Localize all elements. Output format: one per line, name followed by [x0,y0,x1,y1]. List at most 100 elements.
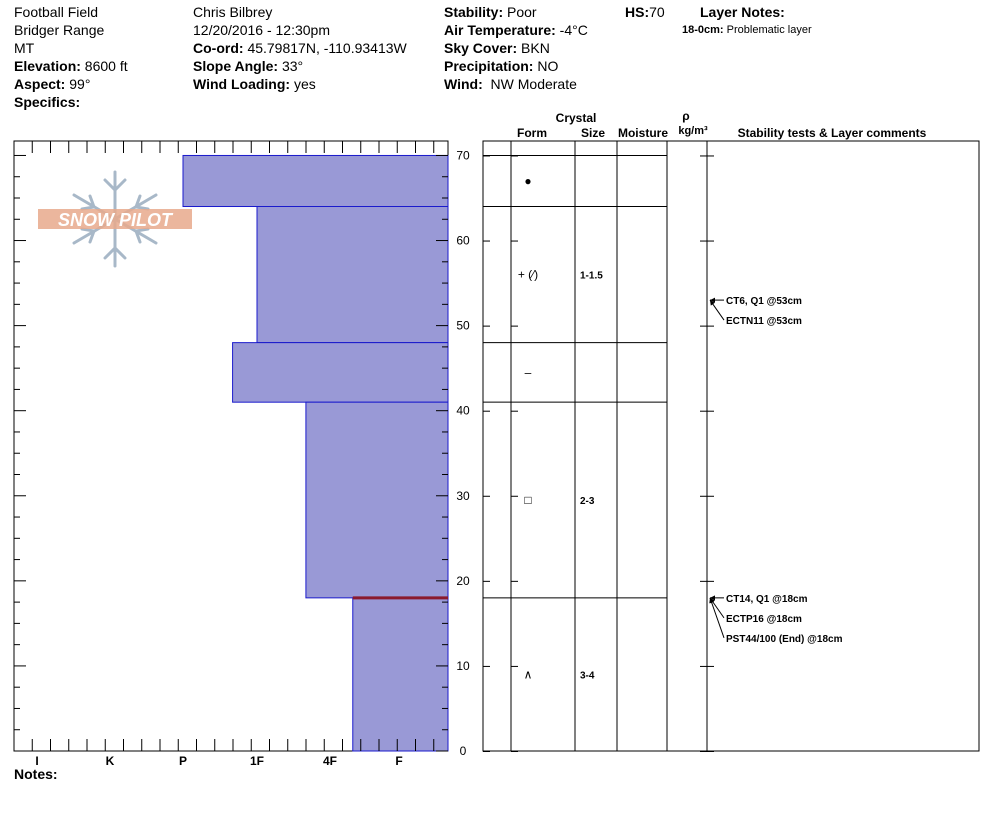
test-arrow-icon [710,300,715,306]
state-name: MT [14,40,35,56]
layer-notes-label: Layer Notes: [700,4,785,20]
height-tick-label: 0 [460,744,467,758]
precip-label: Precipitation: [444,58,534,74]
wind-value: NW Moderate [490,76,577,92]
height-axis: 0 10 20 30 40 50 60 70 [14,148,470,758]
air-temp-label: Air Temperature: [444,22,556,38]
test-arrow-icon [710,297,715,303]
grain-form-symbol: □ [524,493,531,507]
layer-bar [232,342,449,403]
stability-test-label: PST44/100 (End) @18cm [726,634,843,645]
notes-label: Notes: [14,766,58,782]
stability-test-label: ECTN11 @53cm [726,316,802,327]
grain-form-symbol: – [525,365,532,379]
layer-note-text: Problematic layer [726,24,812,36]
grain-size: 2-3 [580,496,595,507]
observer-info: Chris Bilbrey 12/20/2016 - 12:30pm Co-or… [193,3,407,93]
hardness-tick-label: K [106,754,115,768]
grain-size: 3-4 [580,670,595,681]
conditions-info: Stability: Poor Air Temperature: -4°C Sk… [444,3,588,93]
layer-bars [182,154,449,752]
header-comments: Stability tests & Layer comments [738,126,927,140]
layer-note: 18-0cm: Problematic layer [682,24,812,36]
layer-bar [305,401,449,599]
hardness-tick-label: 4F [323,754,337,768]
elevation-row: Elevation: 8600 ft [14,57,128,75]
precip-value: NO [537,58,559,74]
grain-form-symbol: + (⁄) [518,268,538,282]
layer-bar [256,206,449,344]
site-info: Football Field Bridger Range MT Elevatio… [14,3,128,111]
coord-value: 45.79817N, -110.93413W [247,40,407,56]
header-form: Form [517,126,547,140]
stability-tests: CT14, Q1 @18cm ECTP16 @18cm PST44/100 (End… [709,296,843,645]
header-density-symbol: ρ [682,109,689,123]
header-moisture: Moisture [618,126,668,140]
specifics-row: Specifics: [14,93,128,111]
grain-size: 1-1.5 [580,271,603,282]
layer-note-depth: 18-0cm: [682,24,724,36]
table-ticks [483,155,714,752]
height-tick-label: 40 [456,404,470,418]
elevation-label: Elevation: [14,58,81,74]
stability-test-label: CT6, Q1 @53cm [726,296,802,307]
stability-value: Poor [507,4,537,20]
notes-row: Notes: [14,765,58,783]
aspect-label: Aspect: [14,76,66,92]
wind-label: Wind: [444,76,483,92]
wind-loading-label: Wind Loading: [193,76,291,92]
specifics-label: Specifics: [14,94,81,110]
range-name: Bridger Range [14,22,105,38]
test-arrow-icon [710,595,715,601]
aspect-row: Aspect: 99° [14,75,128,93]
sky-label: Sky Cover: [444,40,518,56]
hardness-tick-label: I [35,754,38,768]
precip-row: Precipitation: NO [444,57,588,75]
slope-row: Slope Angle: 33° [193,57,407,75]
test-leader-line [709,597,725,639]
snowpilot-logo: SNOW PILOT [38,170,192,268]
stability-test-label: ECTP16 @18cm [726,614,802,625]
height-tick-label: 30 [456,489,470,503]
hs-row: HS:70 [625,3,665,21]
grain-form-symbol: ● [524,174,531,188]
height-tick-label: 20 [456,574,470,588]
height-tick-label: 70 [456,148,470,162]
height-tick-label: 50 [456,319,470,333]
table-frame [482,140,980,752]
coord-label: Co-ord: [193,40,244,56]
stability-test-label: CT14, Q1 @18cm [726,594,808,605]
observer-name: Chris Bilbrey [193,4,273,20]
height-tick-label: 60 [456,234,470,248]
header-crystal: Crystal [556,111,597,125]
test-arrow-icon [709,597,715,604]
slope-value: 33° [281,58,304,74]
hardness-tick-label: F [395,754,402,768]
layer-bar [182,154,449,208]
header-size: Size [581,126,605,140]
hs-label: HS: [625,4,650,20]
elevation-value: 8600 ft [84,58,128,74]
hardness-axis: I K P 1F 4F F [31,141,435,768]
air-temp-value: -4°C [559,22,588,38]
height-tick-label: 10 [456,659,470,673]
aspect-value: 99° [69,76,91,92]
logo-text: SNOW PILOT [58,210,174,230]
logo-banner [38,209,192,229]
sky-row: Sky Cover: BKN [444,39,588,57]
air-temp-row: Air Temperature: -4°C [444,21,588,39]
hardness-tick-label: P [179,754,187,768]
observation-datetime: 12/20/2016 - 12:30pm [193,22,330,38]
slope-label: Slope Angle: [193,58,279,74]
layer-notes-title: Layer Notes: [700,3,785,21]
layer-bar [352,597,449,752]
layer-table: Crystal Form Size Moisture ρ kg/m³ Stabi… [482,109,980,752]
wind-loading-value: yes [293,76,316,92]
wind-row: Wind: NW Moderate [444,75,588,93]
grain-form-symbol: ∧ [524,667,533,681]
hs-value: 70 [649,4,665,20]
wind-loading-row: Wind Loading: yes [193,75,407,93]
coord-row: Co-ord: 45.79817N, -110.93413W [193,39,407,57]
header-density-unit: kg/m³ [678,125,708,137]
